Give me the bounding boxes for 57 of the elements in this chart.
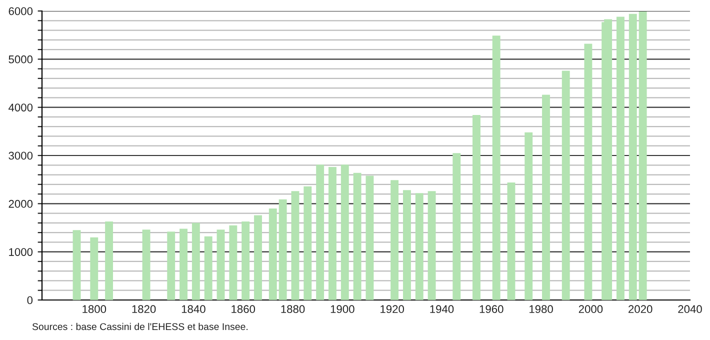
bar (507, 182, 516, 300)
bar (402, 190, 411, 300)
bar (278, 199, 287, 300)
bar (180, 228, 188, 300)
x-tick-label: 1820 (132, 305, 156, 314)
bar (316, 164, 324, 300)
x-tick-label: 1900 (330, 305, 354, 314)
bar (616, 16, 624, 300)
bar (268, 208, 277, 300)
bar (542, 94, 550, 300)
bar (291, 191, 300, 300)
bar (415, 193, 424, 300)
bar (192, 222, 200, 300)
x-tick-label: 1840 (182, 305, 206, 314)
y-tick-label: 6000 (8, 7, 33, 16)
y-tick-label: 3000 (8, 152, 33, 160)
bar (142, 230, 150, 300)
bar (472, 115, 480, 300)
bar (452, 153, 461, 300)
bar (628, 14, 637, 300)
bar (353, 172, 362, 300)
x-tick-label: 1960 (480, 305, 504, 314)
source-note: Sources : base Cassini de l'EHESS et base Insee. (32, 322, 248, 330)
x-tick-label: 1980 (530, 305, 553, 314)
x-tick-label: 1940 (430, 305, 454, 314)
bar (72, 230, 81, 300)
x-tick-label: 1860 (232, 305, 256, 314)
bar (167, 232, 176, 300)
x-tick-label: 2020 (628, 305, 652, 314)
bar (428, 191, 436, 300)
bar (340, 164, 349, 300)
bar (304, 186, 312, 300)
bar (390, 180, 399, 300)
y-tick-label: 4000 (8, 104, 33, 112)
bar (366, 176, 374, 300)
x-tick-label: 1920 (380, 305, 404, 314)
bar (242, 221, 250, 300)
y-tick-label: 0 (27, 296, 33, 304)
x-tick-label: 2000 (578, 305, 603, 314)
bar (492, 36, 500, 300)
x-tick-label: 2040 (678, 305, 702, 314)
y-tick-label: 5000 (8, 55, 33, 64)
bar (328, 167, 336, 300)
bar (105, 221, 114, 300)
bar (524, 132, 533, 300)
bar (584, 44, 592, 300)
bar (204, 236, 212, 300)
bar (90, 237, 98, 300)
bar (562, 70, 570, 300)
y-tick-label: 2000 (8, 200, 33, 208)
bar (254, 215, 262, 300)
x-tick-label: 1880 (281, 305, 305, 314)
bar (216, 230, 225, 300)
x-tick-label: 1800 (82, 305, 106, 314)
bar (638, 11, 647, 300)
y-tick-label: 1000 (9, 248, 33, 256)
bar (229, 225, 238, 300)
